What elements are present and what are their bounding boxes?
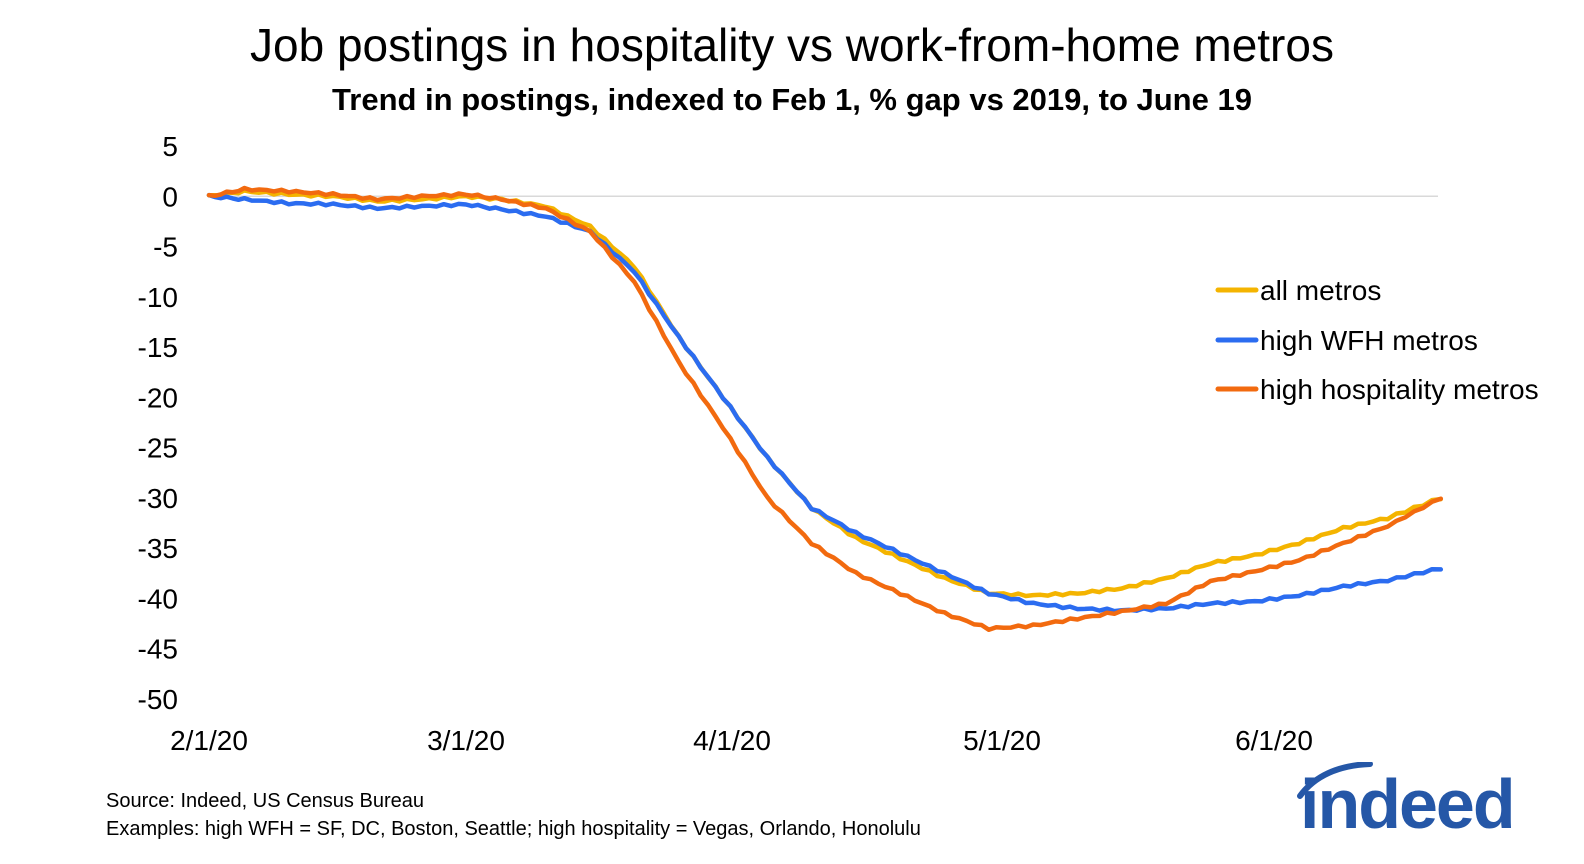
- x-axis-ticks: 2/1/20 3/1/20 4/1/20 5/1/20 6/1/20: [170, 725, 1313, 756]
- chart-subtitle: Trend in postings, indexed to Feb 1, % g…: [332, 82, 1252, 117]
- source-footnote: Source: Indeed, US Census Bureau: [106, 790, 424, 812]
- chart-title: Job postings in hospitality vs work-from…: [250, 19, 1334, 71]
- series-line-0: [206, 188, 1444, 599]
- y-tick-label: 0: [162, 181, 178, 212]
- y-tick-label: 5: [162, 131, 178, 162]
- y-tick-label: -15: [138, 332, 178, 363]
- legend-label: high WFH metros: [1260, 325, 1478, 356]
- series-line-2: [206, 185, 1444, 633]
- y-tick-label: -25: [138, 433, 178, 464]
- y-tick-label: -40: [138, 583, 178, 614]
- y-tick-label: -20: [138, 382, 178, 413]
- x-tick-label: 5/1/20: [963, 725, 1041, 756]
- logo-wordmark: indeed: [1300, 765, 1516, 843]
- legend-label: high hospitality metros: [1260, 374, 1539, 405]
- y-tick-label: -30: [138, 483, 178, 514]
- y-tick-label: -50: [138, 684, 178, 715]
- legend: all metros high WFH metros high hospitalit…: [1215, 275, 1539, 405]
- legend-label: all metros: [1260, 275, 1381, 306]
- y-axis-ticks: 5 0 -5 -10 -15 -20 -25 -30 -35 -40 -45 -50: [138, 131, 178, 715]
- logo-arc-icon: [1297, 762, 1373, 799]
- y-tick-label: -10: [138, 282, 178, 313]
- x-tick-label: 6/1/20: [1235, 725, 1313, 756]
- examples-footnote: Examples: high WFH = SF, DC, Boston, Sea…: [106, 818, 921, 840]
- x-tick-label: 2/1/20: [170, 725, 248, 756]
- y-tick-label: -45: [138, 634, 178, 665]
- indeed-logo: indeed: [1282, 762, 1516, 843]
- series-lines: [206, 185, 1444, 633]
- series-line-1: [206, 192, 1444, 614]
- x-tick-label: 4/1/20: [693, 725, 771, 756]
- y-tick-label: -5: [153, 232, 178, 263]
- x-tick-label: 3/1/20: [427, 725, 505, 756]
- y-tick-label: -35: [138, 533, 178, 564]
